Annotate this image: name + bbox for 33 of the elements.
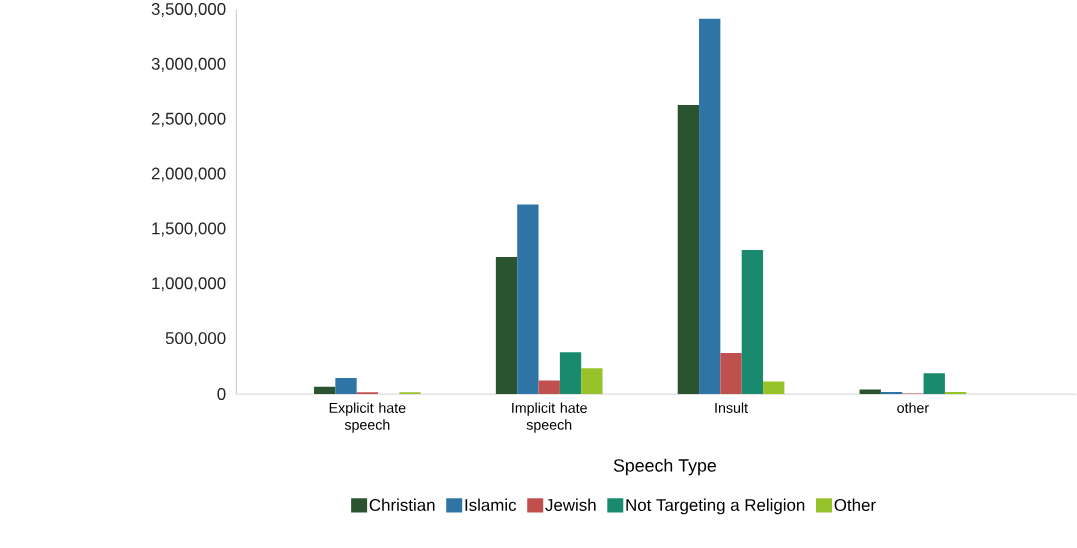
x-tick-label: Insult — [715, 402, 748, 414]
y-tick-label: 2,500,000 — [151, 112, 226, 127]
legend-label: Other — [834, 498, 876, 512]
bar — [880, 392, 903, 395]
y-tick-label: 500,000 — [165, 332, 226, 347]
y-tick-label: 1,500,000 — [152, 222, 226, 237]
bar — [581, 368, 603, 395]
y-tick-label: 1,000,000 — [152, 277, 226, 292]
legend-label: Islamic — [465, 498, 517, 512]
bar — [495, 257, 518, 395]
y-tick-label: 3,500,000 — [151, 3, 226, 18]
bar — [538, 380, 560, 395]
bar — [720, 353, 742, 395]
bar — [335, 378, 357, 395]
y-tick-label: 0 — [217, 388, 226, 401]
y-tick-label: 2,000,000 — [151, 167, 226, 182]
bar — [741, 250, 764, 395]
bar — [559, 352, 582, 395]
x-axis-title: Speech Type — [613, 458, 716, 476]
bar — [944, 392, 967, 395]
x-tick-label: other — [897, 402, 929, 414]
bar — [314, 387, 336, 395]
legend-label: Not Targeting a Religion — [626, 498, 805, 515]
bar — [923, 373, 945, 395]
x-tick-label: Explicit hate speech — [329, 402, 406, 433]
bar — [517, 204, 539, 395]
y-tick-label: 3,000,000 — [151, 58, 226, 72]
x-tick-label: Implicit hate speech — [512, 402, 587, 433]
legend-label: Christian — [369, 498, 435, 512]
bar — [699, 18, 721, 395]
bar — [763, 381, 785, 395]
legend-label: Jewish — [545, 498, 596, 512]
bar — [677, 105, 700, 395]
